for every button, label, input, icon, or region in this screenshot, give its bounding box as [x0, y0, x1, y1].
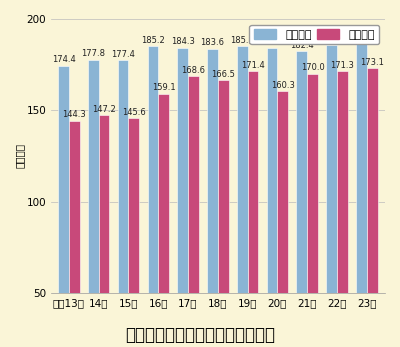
- Text: 173.1: 173.1: [360, 58, 384, 67]
- Text: 145.6: 145.6: [122, 108, 146, 117]
- Bar: [307, 74, 318, 293]
- Bar: [337, 71, 348, 293]
- Bar: [278, 92, 288, 293]
- Bar: [326, 45, 337, 293]
- Text: 170.0: 170.0: [301, 63, 324, 72]
- Text: 177.4: 177.4: [111, 50, 135, 59]
- Text: 160.3: 160.3: [271, 81, 295, 90]
- Text: 184.3: 184.3: [260, 37, 284, 46]
- Text: 171.4: 171.4: [241, 61, 265, 70]
- Text: アルミ缶の総消費量と再生利用量: アルミ缶の総消費量と再生利用量: [125, 325, 275, 344]
- Legend: 消費缶数, 回収缶数: 消費缶数, 回収缶数: [250, 25, 379, 44]
- Text: 147.2: 147.2: [92, 105, 116, 114]
- Bar: [188, 76, 199, 293]
- Text: 183.6: 183.6: [200, 39, 224, 48]
- Text: 159.1: 159.1: [152, 83, 176, 92]
- Bar: [267, 48, 278, 293]
- Bar: [218, 80, 228, 293]
- Text: 182.4: 182.4: [290, 41, 314, 50]
- Bar: [99, 116, 109, 293]
- Text: 168.6: 168.6: [182, 66, 206, 75]
- Bar: [118, 60, 128, 293]
- Bar: [237, 46, 248, 293]
- Bar: [58, 66, 69, 293]
- Text: 174.4: 174.4: [52, 55, 75, 64]
- Bar: [69, 121, 80, 293]
- Text: 185.6: 185.6: [320, 35, 344, 44]
- Bar: [248, 71, 258, 293]
- Text: 185.2: 185.2: [141, 35, 165, 44]
- Text: 184.3: 184.3: [171, 37, 195, 46]
- Bar: [148, 46, 158, 293]
- Text: 177.8: 177.8: [81, 49, 105, 58]
- Y-axis label: （億缶）: （億缶）: [15, 143, 25, 168]
- Text: 171.3: 171.3: [330, 61, 354, 70]
- Text: 144.3: 144.3: [62, 110, 86, 119]
- Text: 188.1: 188.1: [350, 30, 373, 39]
- Bar: [177, 48, 188, 293]
- Bar: [158, 94, 169, 293]
- Text: 166.5: 166.5: [211, 70, 235, 79]
- Bar: [367, 68, 378, 293]
- Bar: [296, 51, 307, 293]
- Bar: [88, 60, 99, 293]
- Bar: [356, 41, 367, 293]
- Bar: [207, 49, 218, 293]
- Bar: [128, 118, 139, 293]
- Text: 185.2: 185.2: [230, 35, 254, 44]
